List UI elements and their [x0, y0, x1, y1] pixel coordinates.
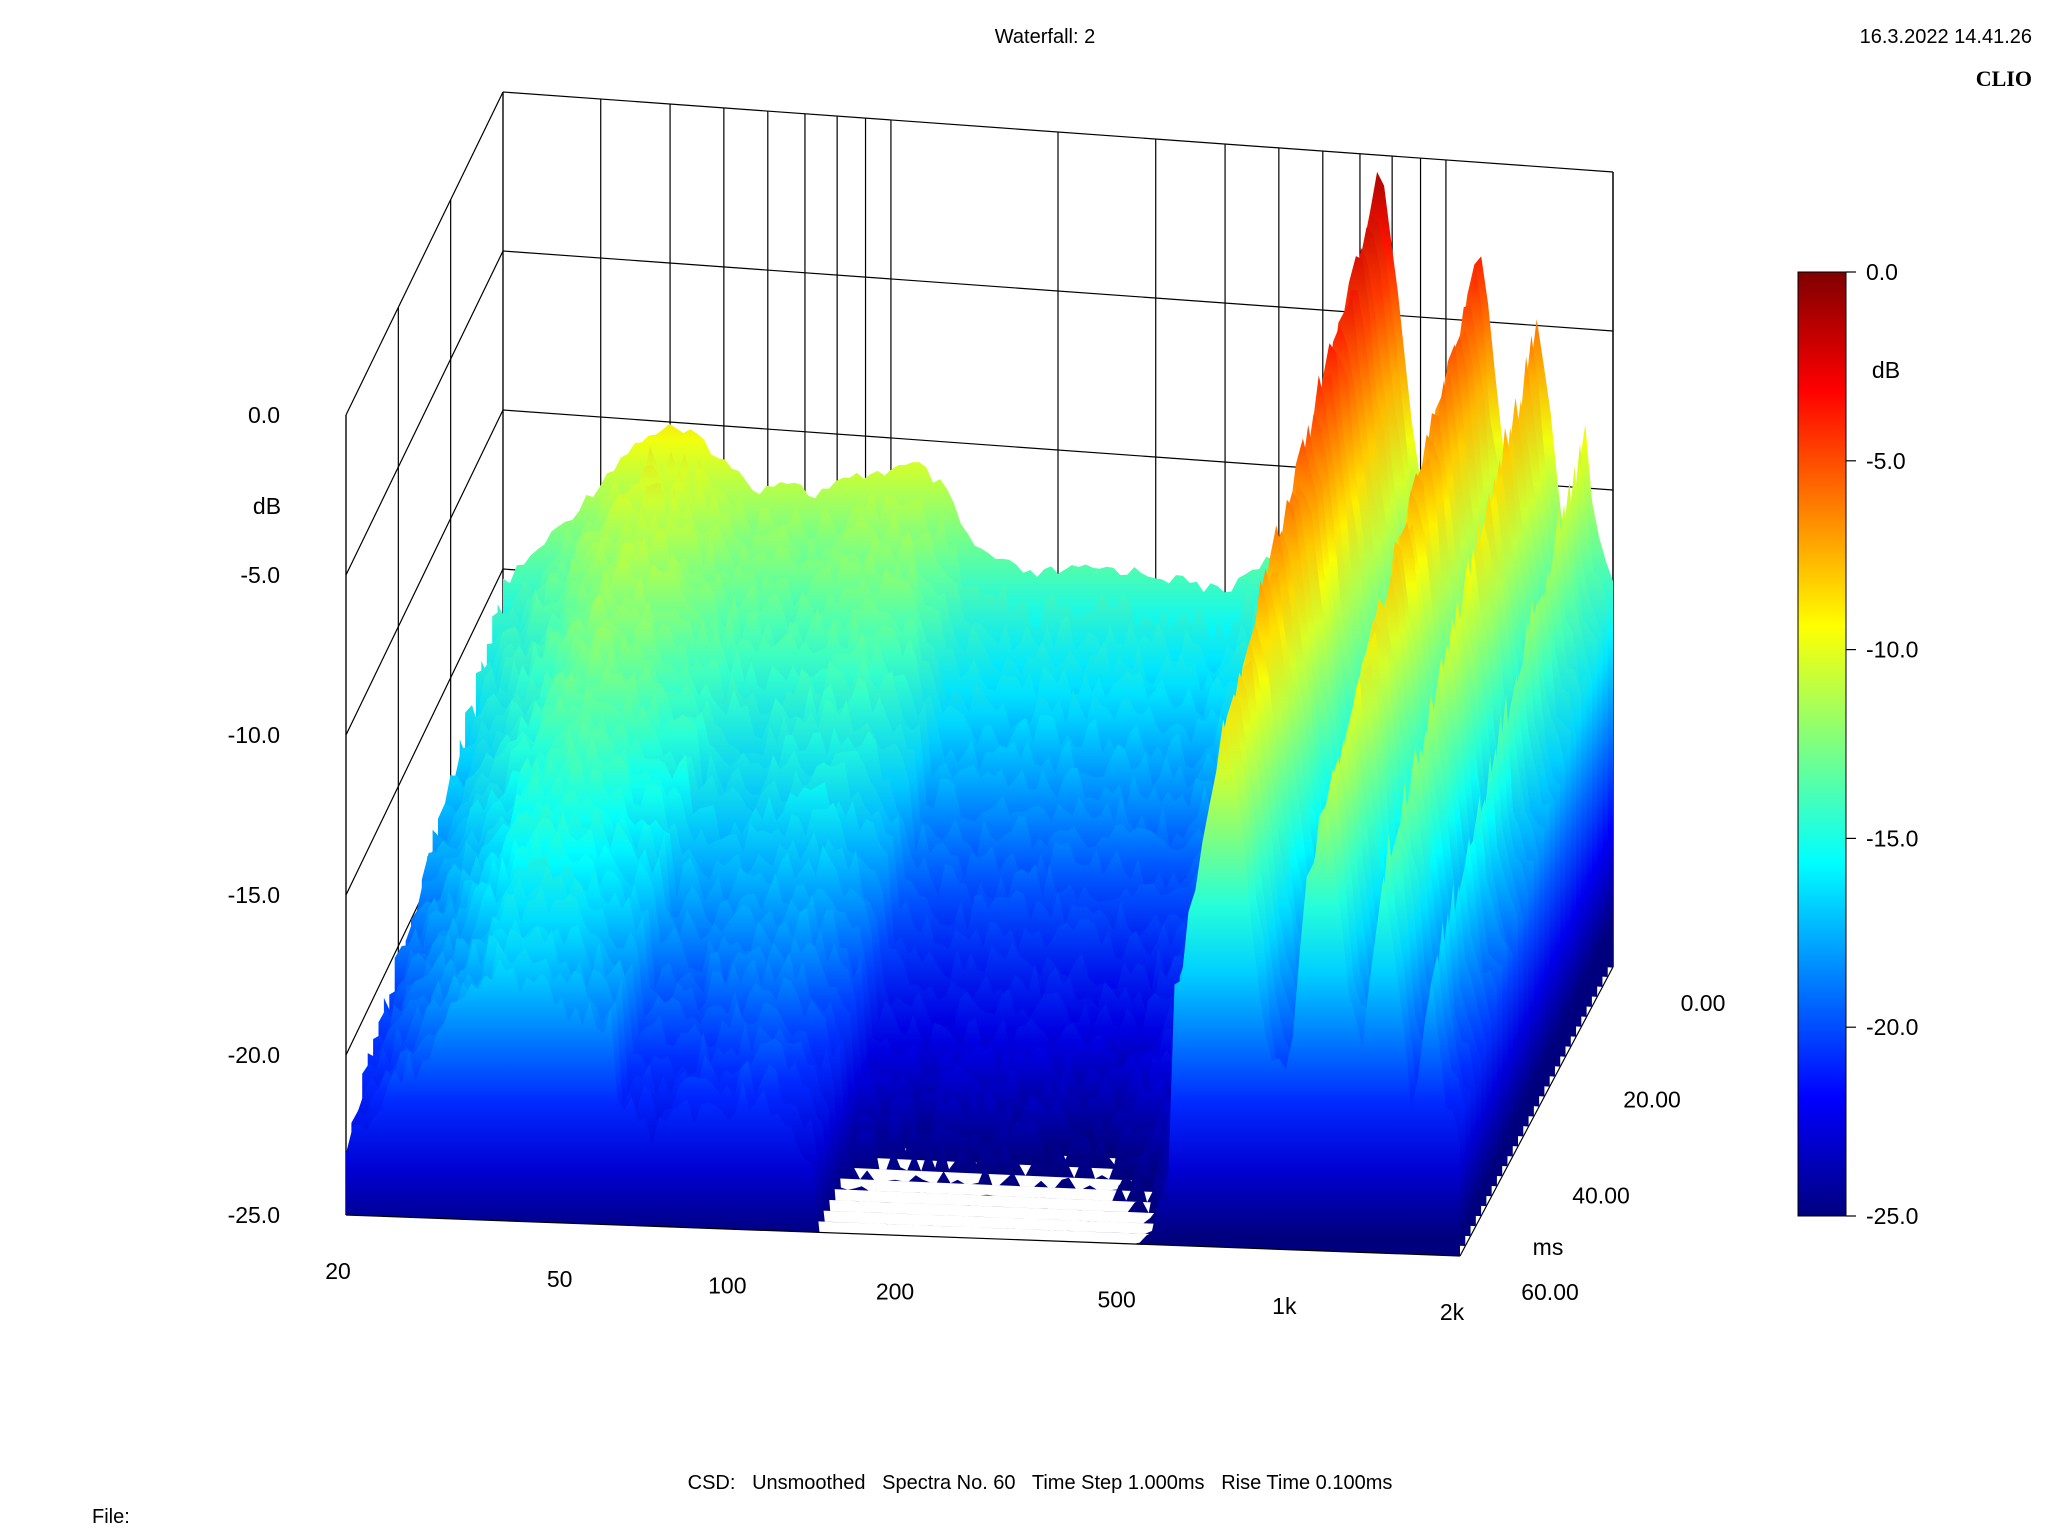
y-tick-label: -25.0	[228, 1202, 280, 1228]
waterfall-surface	[346, 171, 1613, 1256]
grid-left-wall-line	[345, 409, 504, 736]
clio-logo: CLIO	[1976, 66, 2032, 91]
x-tick-label: 200	[876, 1279, 914, 1305]
x-axis-ticks: 20 50 100 200 500 1k 2k	[325, 1258, 1464, 1325]
z-tick-label: 0.00	[1681, 990, 1726, 1016]
z-axis-unit: ms	[1533, 1234, 1564, 1260]
x-tick-label: 1k	[1272, 1293, 1297, 1319]
y-axis-unit: dB	[253, 493, 281, 519]
y-axis-ticks: 0.0 -5.0 -10.0 -15.0 -20.0 -25.0	[228, 402, 280, 1228]
colorbar-tick-label: -5.0	[1866, 448, 1906, 474]
grid-left-wall-line	[345, 568, 504, 896]
x-tick-label: 20	[325, 1258, 351, 1284]
y-tick-label: -15.0	[228, 882, 280, 908]
z-axis-ticks: 0.00 20.00 40.00 60.00	[1521, 990, 1725, 1305]
z-tick-label: 40.00	[1572, 1183, 1630, 1209]
file-label: File:	[92, 1506, 130, 1528]
colorbar-tick-label: -15.0	[1866, 825, 1918, 851]
y-tick-label: -20.0	[228, 1042, 280, 1068]
waterfall-slice	[346, 719, 1460, 1256]
colorbar-tick-label: -20.0	[1866, 1014, 1918, 1040]
chart-title: Waterfall: 2	[995, 26, 1095, 48]
z-tick-label: 20.00	[1623, 1086, 1681, 1112]
grid-left-wall-line	[345, 250, 504, 576]
timestamp: 16.3.2022 14.41.26	[1860, 26, 2032, 48]
colorbar-tick-label: -10.0	[1866, 637, 1918, 663]
csd-settings: CSD: Unsmoothed Spectra No. 60 Time Step…	[688, 1472, 1393, 1494]
colorbar-ticks: 0.0 -5.0 -10.0 -15.0 -20.0 -25.0	[1846, 259, 1918, 1229]
grid-left-wall-line	[345, 91, 504, 416]
colorbar-tick-label: 0.0	[1866, 259, 1898, 285]
x-tick-label: 500	[1097, 1287, 1135, 1313]
y-tick-label: -10.0	[228, 722, 280, 748]
colorbar-unit: dB	[1872, 357, 1900, 383]
colorbar	[1797, 271, 1847, 1217]
x-tick-label: 100	[708, 1272, 746, 1298]
x-tick-label: 2k	[1440, 1299, 1465, 1325]
y-tick-label: 0.0	[248, 402, 280, 428]
colorbar-tick-label: -25.0	[1866, 1203, 1918, 1229]
front-baseline	[345, 1214, 1461, 1257]
z-tick-label: 60.00	[1521, 1279, 1579, 1305]
floor-right-edge	[1459, 966, 1614, 1257]
x-tick-label: 50	[547, 1266, 573, 1292]
y-tick-label: -5.0	[240, 562, 280, 588]
